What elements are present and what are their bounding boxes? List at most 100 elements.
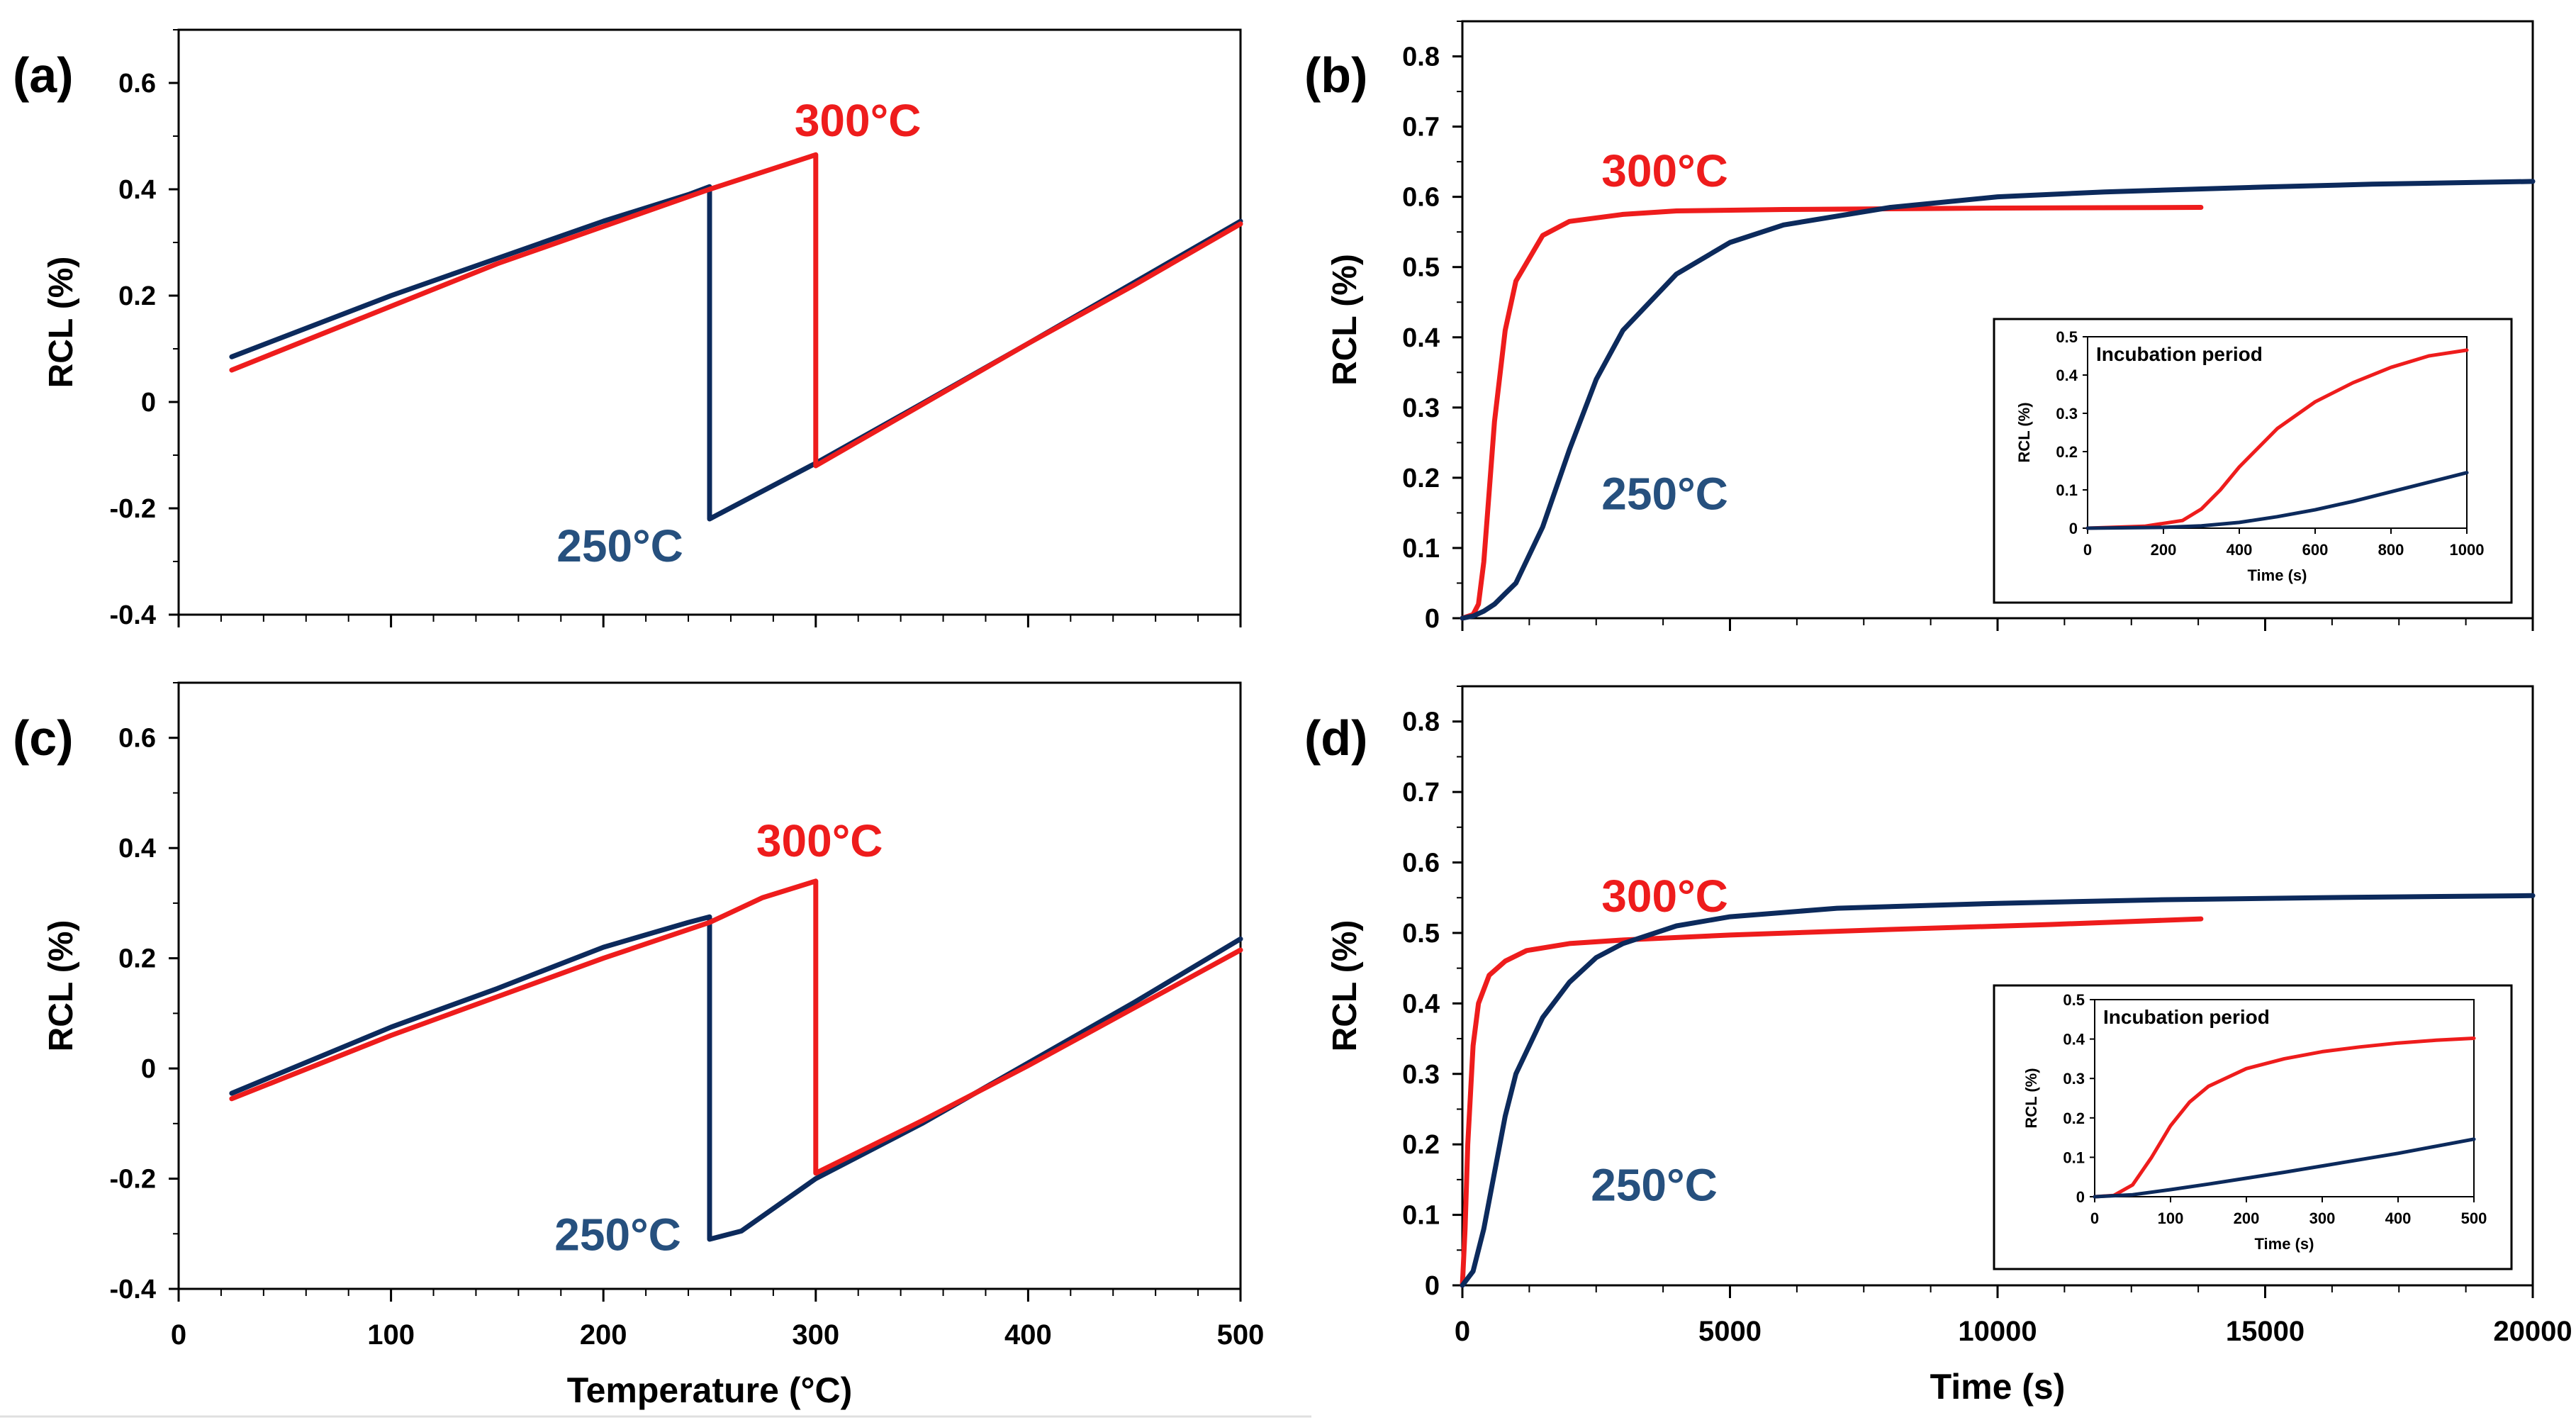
y-tick-label: 0.4 (1402, 323, 1440, 353)
y-tick-label: 0.4 (118, 834, 156, 864)
y-tick-label: 0.2 (118, 281, 156, 311)
x-axis-label: Time (s) (1930, 1367, 2066, 1407)
y-tick-label: 0.3 (1402, 393, 1440, 423)
x-tick-label: 0 (171, 1319, 186, 1351)
y-tick-label: 0.1 (1402, 534, 1440, 564)
y-tick-label: 0 (141, 1054, 156, 1084)
y-tick-label: 0.7 (1402, 113, 1440, 142)
inset-y-tick-label: 0.4 (2063, 1031, 2085, 1049)
panel-label: (a) (13, 48, 74, 103)
x-tick-label: 500 (1217, 1319, 1265, 1351)
plot-frame (177, 681, 1242, 1290)
inset-title: Incubation period (2103, 1006, 2270, 1028)
series-line-250c (1460, 179, 2536, 621)
inset-y-tick-label: 0.1 (2063, 1149, 2085, 1166)
series-line-300c (229, 152, 1243, 469)
series-line-250c (229, 184, 1243, 522)
y-tick-label: -0.4 (110, 1275, 156, 1304)
inset-x-tick-label: 1000 (2450, 541, 2485, 559)
y-axis-label: RCL (%) (1326, 254, 1364, 386)
y-tick-label: 0 (141, 388, 156, 418)
series-line-250c (1460, 893, 2536, 1288)
x-tick-label: 0 (1455, 1316, 1470, 1347)
inset-x-tick-label: 600 (2302, 541, 2329, 559)
inset-x-tick-label: 200 (2234, 1209, 2260, 1227)
inset-y-tick-label: 0.3 (2063, 1070, 2085, 1088)
series-annotation: 250°C (1601, 468, 1728, 519)
series-line-300c (1460, 205, 2204, 621)
y-tick-label: 0 (1425, 1271, 1440, 1301)
x-tick-label: 400 (1004, 1319, 1052, 1351)
plot-frame (177, 28, 1242, 616)
y-tick-label: 0.3 (1402, 1060, 1440, 1090)
y-tick-label: -0.2 (110, 494, 156, 524)
inset-x-tick-label: 800 (2378, 541, 2404, 559)
inset-x-tick-label: 500 (2461, 1209, 2487, 1227)
series-annotation: 300°C (1601, 145, 1728, 196)
y-tick-label: 0.8 (1402, 708, 1440, 737)
panel-c: (c) 0.6 0.4 0.2 0 -0.2 -0.4 0 100 200 300 400 500 RCL… (13, 681, 1265, 1410)
panel-label: (c) (13, 710, 74, 766)
inset-y-axis-label: RCL (%) (2022, 1068, 2040, 1128)
x-tick-label: 5000 (1698, 1316, 1762, 1347)
y-tick-label: 0.6 (118, 724, 156, 754)
y-tick-label: -0.2 (110, 1165, 156, 1195)
inset-y-tick-label: 0.2 (2063, 1110, 2085, 1127)
series-line-300c (229, 878, 1243, 1176)
series-line-300c (1460, 916, 2204, 1288)
y-tick-label: 0 (1425, 604, 1440, 634)
y-axis-label: RCL (%) (43, 257, 80, 389)
series-line-250c (229, 914, 1243, 1242)
y-tick-label: 0.1 (1402, 1201, 1440, 1231)
series-annotation: 250°C (554, 1209, 681, 1261)
inset-y-tick-label: 0.1 (2056, 481, 2078, 499)
inset-y-tick-label: 0 (2076, 1188, 2085, 1206)
inset-x-tick-label: 400 (2385, 1209, 2412, 1227)
series-annotation: 250°C (1591, 1160, 1718, 1211)
inset-series-line-300c (2085, 348, 2469, 530)
x-tick-label: 20000 (2493, 1316, 2572, 1347)
x-tick-label: 15000 (2226, 1316, 2305, 1347)
inset-y-tick-label: 0.5 (2063, 991, 2085, 1009)
inset-frame (1993, 318, 2513, 604)
y-tick-label: 0.7 (1402, 778, 1440, 808)
inset-y-tick-label: 0.5 (2056, 328, 2078, 346)
panel-label: (d) (1304, 710, 1367, 766)
x-tick-label: 300 (792, 1319, 839, 1351)
x-tick-label: 100 (367, 1319, 415, 1351)
inset-frame (1993, 984, 2513, 1270)
y-tick-label: 0.2 (1402, 464, 1440, 493)
inset-y-tick-label: 0.2 (2056, 443, 2078, 461)
inset-y-tick-label: 0 (2069, 520, 2078, 537)
inset-y-axis-label: RCL (%) (2015, 402, 2033, 462)
series-annotation: 300°C (795, 95, 922, 146)
inset-plot-frame (2094, 999, 2475, 1197)
y-tick-label: 0.6 (1402, 849, 1440, 878)
x-tick-label: 10000 (1958, 1316, 2037, 1347)
inset-title: Incubation period (2096, 343, 2263, 365)
y-tick-label: -0.4 (110, 600, 156, 630)
y-tick-label: 0.6 (1402, 183, 1440, 213)
y-tick-label: 0.2 (1402, 1130, 1440, 1160)
series-annotation: 250°C (556, 520, 683, 571)
inset-series-line-250c (2093, 1137, 2476, 1199)
inset-series-line-300c (2093, 1036, 2476, 1199)
y-tick-label: 0.6 (118, 69, 156, 99)
y-tick-label: 0.5 (1402, 253, 1440, 283)
inset: 0.5 0.4 0.3 0.2 0.1 00 200 400 600 800 1000 Time (s… (1993, 318, 2513, 604)
panel-b: (b) 0.8 0.7 0.6 0.5 0.4 0.3 0.2 0.1 0 RCL (%) 300°C… (1304, 20, 2536, 634)
inset-x-axis-label: Time (s) (2255, 1235, 2314, 1253)
inset-x-tick-label: 200 (2151, 541, 2177, 559)
inset-y-tick-label: 0.4 (2056, 367, 2078, 384)
x-axis-label: Temperature (°C) (567, 1370, 852, 1410)
y-tick-label: 0.5 (1402, 919, 1440, 949)
y-tick-label: 0.2 (118, 944, 156, 974)
y-tick-label: 0.8 (1402, 43, 1440, 72)
series-annotation: 300°C (756, 815, 883, 866)
y-tick-label: 0.4 (118, 175, 156, 205)
x-tick-label: 200 (580, 1319, 627, 1351)
panel-d: (d) 0.80.70.60.50.40.30.20.100 5000 10000 15… (1304, 685, 2572, 1407)
inset-x-tick-label: 0 (2090, 1209, 2099, 1227)
panel-a: (a) 0.6 0.4 0.2 0 -0.2 -0.4 RCL (%) 300°C 250°C (13, 28, 1243, 630)
